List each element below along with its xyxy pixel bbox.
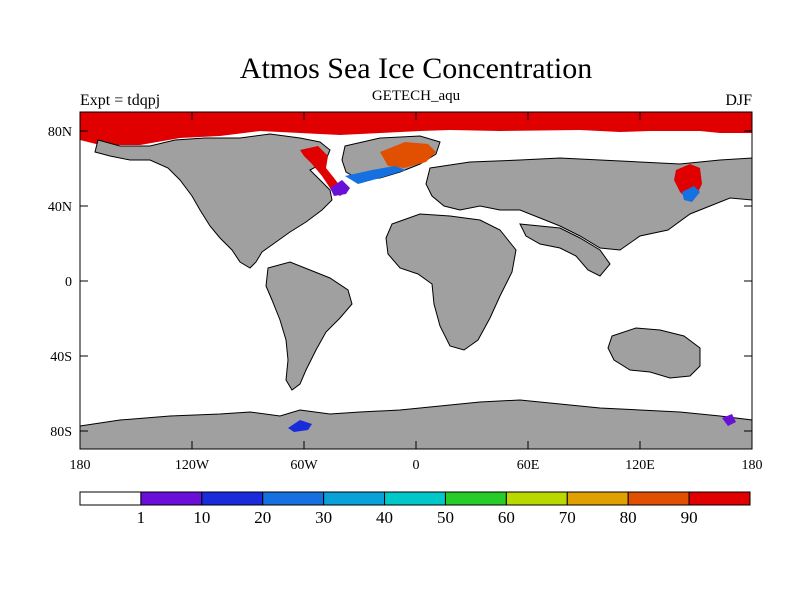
colorbar-label: 50 — [437, 508, 454, 527]
ice-greenland-edge — [345, 166, 406, 184]
x-tick-label: 180 — [70, 458, 91, 473]
land-africa — [385, 213, 517, 351]
colorbar-swatch — [688, 491, 751, 506]
colorbar-swatch — [505, 491, 568, 506]
colorbar-label: 20 — [254, 508, 271, 527]
y-axis-ticks — [80, 130, 752, 432]
colorbar-swatch — [384, 491, 446, 506]
ice-ross — [722, 414, 736, 426]
plot-subtitle: GETECH_aqu — [371, 88, 461, 104]
ice-weddell — [288, 420, 312, 432]
colorbar-swatch — [566, 491, 629, 506]
plot-title: Atmos Sea Ice Concentration — [239, 52, 593, 85]
colorbar-swatch — [323, 491, 386, 506]
ice-labrador-band — [330, 180, 350, 196]
land-north-america — [94, 133, 333, 269]
colorbar-label: 1 — [137, 508, 146, 527]
colorbar-swatch — [140, 491, 203, 506]
colorbar-swatch — [79, 491, 142, 506]
x-tick-label: 180 — [742, 458, 763, 473]
colorbar-label: 70 — [559, 508, 576, 527]
land-south-america — [265, 261, 353, 391]
colorbar-label: 90 — [681, 508, 698, 527]
colorbar-label: 10 — [193, 508, 210, 527]
y-tick-label: 0 — [65, 275, 72, 290]
x-tick-label: 60W — [290, 458, 318, 473]
x-tick-label: 120E — [625, 458, 655, 473]
season-label: DJF — [725, 92, 752, 109]
y-tick-label: 40S — [50, 350, 72, 365]
map-panel: 180 120W 60W 0 60E 120E 180 80N 40N 0 40… — [48, 111, 763, 473]
arctic-sea-ice — [80, 112, 752, 145]
land-australia — [607, 327, 701, 379]
colorbar-swatch — [201, 491, 264, 506]
colorbar-label: 40 — [376, 508, 393, 527]
y-tick-label: 80S — [50, 425, 72, 440]
colorbar-label: 60 — [498, 508, 515, 527]
experiment-label: Expt = tdqpj — [80, 92, 161, 109]
colorbar: 1 10 20 30 40 50 60 70 80 90 — [79, 491, 751, 527]
colorbar-swatch — [444, 491, 507, 506]
x-tick-label: 120W — [175, 458, 210, 473]
x-tick-label: 0 — [413, 458, 420, 473]
land-europe — [425, 157, 753, 251]
colorbar-swatch — [262, 491, 325, 506]
ice-east-greenland — [380, 142, 436, 168]
colorbar-label: 80 — [620, 508, 637, 527]
land-antarctica — [79, 399, 753, 450]
ice-baffin-labrador — [300, 146, 346, 196]
ice-okhotsk-edge — [682, 186, 700, 202]
colorbar-swatch — [627, 491, 690, 506]
x-axis-ticks — [79, 112, 753, 449]
land-arabia-india — [519, 223, 611, 277]
x-tick-label: 60E — [517, 458, 540, 473]
y-tick-label: 40N — [48, 200, 72, 215]
colorbar-label: 30 — [315, 508, 332, 527]
y-tick-label: 80N — [48, 125, 72, 140]
